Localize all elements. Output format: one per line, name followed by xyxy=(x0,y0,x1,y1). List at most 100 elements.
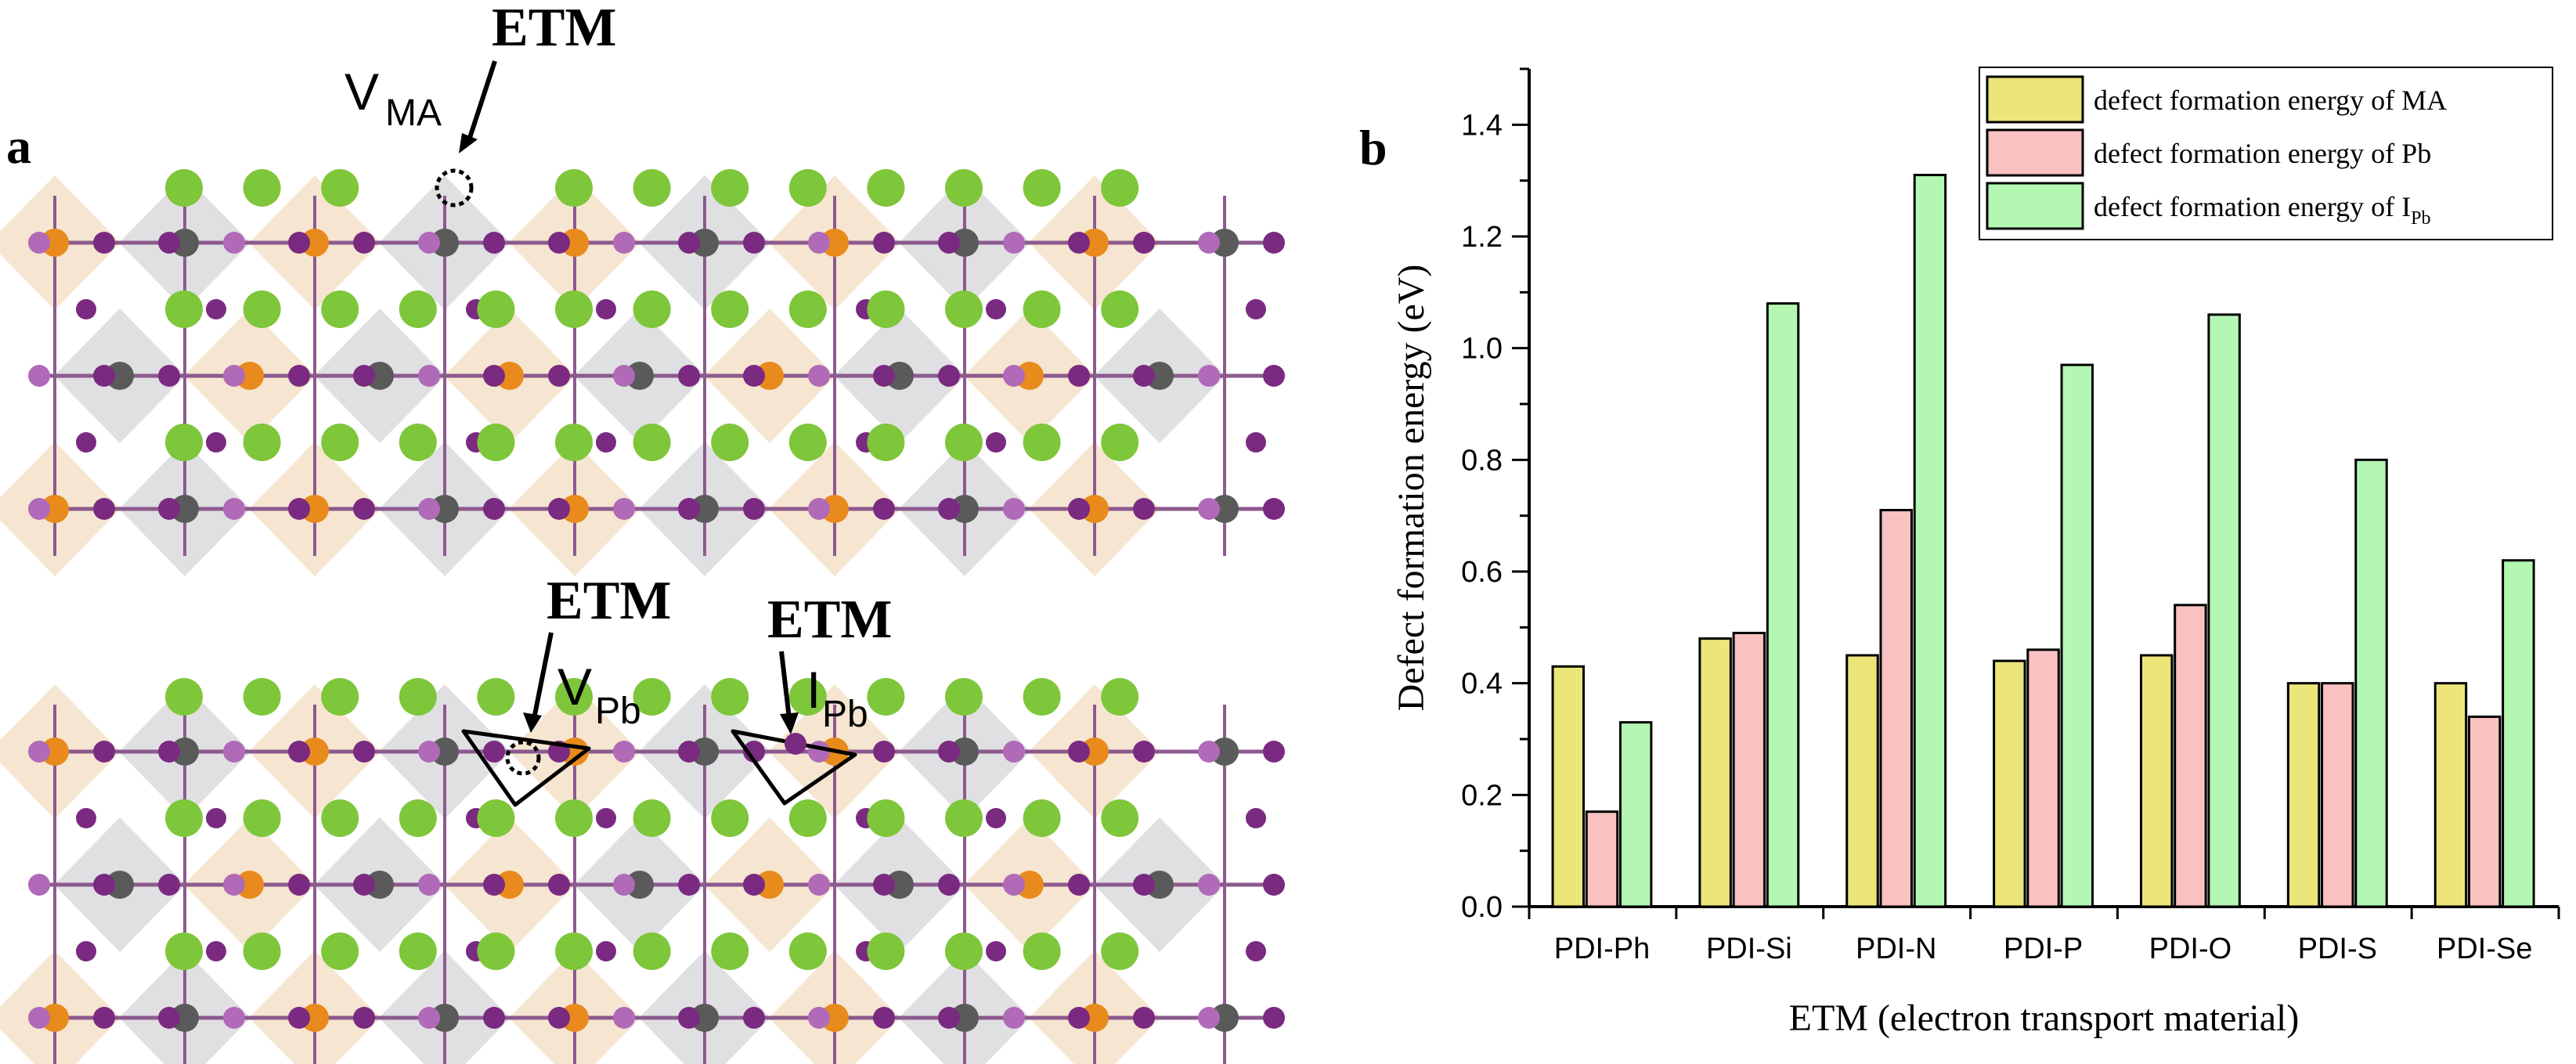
legend-label-subscript: Pb xyxy=(2411,208,2430,229)
iodine-atom xyxy=(986,432,1006,453)
ma-cation xyxy=(399,424,437,461)
pb-atom xyxy=(41,738,69,766)
ma-cation xyxy=(633,678,671,716)
iodine-atom xyxy=(596,808,616,828)
x-tick-label: PDI-Se xyxy=(2437,932,2532,965)
ma-cation xyxy=(1101,799,1139,837)
ma-cation xyxy=(945,799,983,837)
iodine-atom xyxy=(483,741,505,763)
ma-cation xyxy=(788,424,827,461)
label-ipb-sub: Pb xyxy=(822,694,868,735)
iodine-atom xyxy=(1068,874,1090,896)
ma-cation xyxy=(945,290,983,328)
pb-atom xyxy=(1081,1004,1109,1032)
iodine-atom xyxy=(1246,432,1266,453)
ma-cation xyxy=(1101,678,1139,716)
chart-bars xyxy=(1551,174,2535,908)
ma-cation xyxy=(867,290,905,328)
iodine-atom xyxy=(873,1007,895,1029)
ma-cation xyxy=(555,799,593,837)
iodine-atom xyxy=(1133,741,1155,763)
iodine-atom xyxy=(1068,498,1090,520)
ma-cation xyxy=(788,290,827,328)
pb-atom xyxy=(171,495,199,523)
iodine-atom xyxy=(596,299,616,319)
bar xyxy=(1766,302,1800,908)
iodine-atom xyxy=(206,808,226,828)
iodine-atom xyxy=(938,498,960,520)
annotation-vacancy-pb: ETM V Pb xyxy=(461,571,671,807)
ma-cation xyxy=(633,169,671,207)
pb-atom xyxy=(1210,1004,1239,1032)
bar xyxy=(1585,810,1619,908)
pb-atom xyxy=(951,495,979,523)
iodine-atom xyxy=(1263,365,1285,387)
iodine-atom xyxy=(548,1007,570,1029)
iodine-atom xyxy=(1198,741,1220,763)
iodine-atom xyxy=(1003,1007,1025,1029)
iodine-atom xyxy=(548,498,570,520)
pb-atom xyxy=(171,229,199,257)
y-tick-label: 1.2 xyxy=(1461,221,1503,254)
bar xyxy=(2502,559,2535,908)
ma-cation xyxy=(477,678,515,716)
pb-atom xyxy=(821,229,849,257)
ma-cation xyxy=(165,932,203,970)
iodine-atom xyxy=(1263,232,1285,254)
ma-cation xyxy=(243,799,281,837)
iodine-atom xyxy=(678,498,700,520)
iodine-atom xyxy=(1068,741,1090,763)
y-tick-label: 0.2 xyxy=(1461,779,1503,812)
x-tick-label: PDI-Si xyxy=(1706,932,1792,965)
pb-atom xyxy=(496,871,524,899)
iodine-atom xyxy=(76,299,96,319)
iodine-atom xyxy=(1263,498,1285,520)
etm-label-top: ETM xyxy=(492,0,616,58)
iodine-atom xyxy=(93,232,115,254)
bar xyxy=(2354,458,2388,908)
pb-atom xyxy=(561,229,589,257)
pb-atom xyxy=(691,738,719,766)
iodine-atom xyxy=(28,741,50,763)
perovskite-slab-top xyxy=(0,169,1285,576)
pb-atom xyxy=(821,495,849,523)
pb-atom xyxy=(301,1004,329,1032)
pb-atom xyxy=(106,871,134,899)
ma-cation xyxy=(633,424,671,461)
iodine-atom xyxy=(223,232,245,254)
ma-cation xyxy=(321,424,359,461)
y-axis-title: Defect formation energy (eV) xyxy=(1391,265,1432,712)
ma-cation xyxy=(788,932,827,970)
pb-atom xyxy=(1081,495,1109,523)
iodine-atom xyxy=(353,741,375,763)
iodine-atom xyxy=(483,498,505,520)
ma-cation xyxy=(165,290,203,328)
iodine-atom xyxy=(93,1007,115,1029)
iodine-atom xyxy=(743,498,765,520)
iodine-atom xyxy=(678,874,700,896)
bar xyxy=(1732,631,1766,908)
iodine-atom xyxy=(353,232,375,254)
iodine-atom xyxy=(353,1007,375,1029)
x-axis-title: ETM (electron transport material) xyxy=(1789,997,2300,1039)
iodine-atom xyxy=(938,874,960,896)
pb-atom xyxy=(301,229,329,257)
iodine-atom xyxy=(1198,1007,1220,1029)
pb-atom xyxy=(951,1004,979,1032)
iodine-atom xyxy=(158,741,180,763)
iodine-atom xyxy=(158,874,180,896)
iodine-atom xyxy=(158,365,180,387)
pb-atom xyxy=(1210,738,1239,766)
iodine-atom xyxy=(1198,498,1220,520)
iodine-atom xyxy=(873,365,895,387)
iodine-atom xyxy=(873,741,895,763)
ma-cation xyxy=(321,169,359,207)
pb-atom xyxy=(236,362,264,390)
iodine-atom xyxy=(1133,232,1155,254)
iodine-atom xyxy=(93,741,115,763)
pb-atom xyxy=(41,1004,69,1032)
ma-cation xyxy=(555,678,593,716)
iodine-atom xyxy=(1133,874,1155,896)
pb-atom xyxy=(41,495,69,523)
iodine-atom xyxy=(808,741,830,763)
